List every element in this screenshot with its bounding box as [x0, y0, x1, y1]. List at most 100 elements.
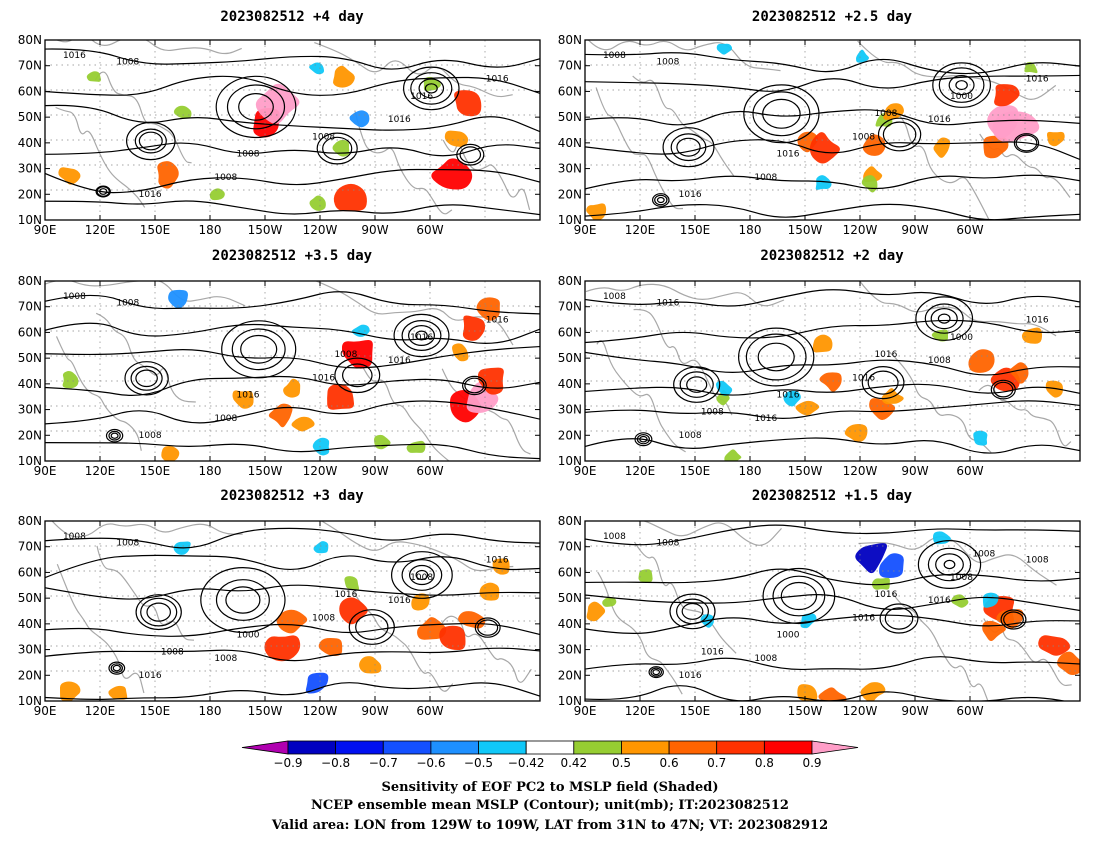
lat-tick-label: 30N	[558, 403, 582, 417]
contour-label: 1016	[679, 671, 702, 681]
pressure-system-contour	[124, 361, 169, 396]
positive-sensitivity-area	[476, 297, 500, 321]
pressure-system-contour	[917, 539, 982, 589]
negative-sensitivity-area	[168, 289, 189, 309]
colorbar-segment	[621, 740, 670, 755]
positive-sensitivity-area	[968, 349, 995, 373]
coastline	[55, 106, 146, 208]
positive-sensitivity-area	[1009, 362, 1029, 384]
isobar-contour	[585, 52, 1080, 75]
isobar-contour	[45, 322, 540, 344]
lat-tick-label: 10N	[558, 694, 582, 708]
contour-label: 1008	[754, 173, 777, 183]
positive-sensitivity-area	[333, 183, 367, 212]
positive-sensitivity-area	[283, 378, 301, 398]
isobar-contour	[585, 351, 1080, 376]
isobar-contour	[585, 437, 1080, 454]
pressure-system-contour	[1000, 609, 1027, 630]
negative-sensitivity-area	[313, 541, 329, 554]
lat-tick-label: 50N	[18, 591, 42, 605]
map-panel: 2023082512 +1.5 day 1008 1016 1008 1008 1016…	[558, 488, 1081, 718]
positive-sensitivity-area	[431, 158, 473, 190]
lat-tick-label: 70N	[18, 540, 42, 554]
lat-tick-label: 10N	[558, 213, 582, 227]
colorbar-segment	[287, 740, 336, 755]
positive-sensitivity-area	[86, 71, 101, 82]
negative-sensitivity-area	[351, 324, 370, 337]
pressure-system-contour	[877, 117, 922, 152]
isobar-contour	[585, 109, 1080, 126]
lon-tick-label: 120E	[625, 223, 656, 237]
contour-label: 1016	[754, 414, 777, 424]
lat-tick-label: 50N	[558, 591, 582, 605]
contour-label: 1008	[214, 654, 237, 664]
pressure-system-contour	[221, 320, 297, 379]
pressure-system-contour	[884, 607, 914, 630]
positive-sensitivity-area	[602, 597, 617, 607]
contour-label: 1008	[63, 292, 86, 302]
lat-tick-label: 10N	[18, 454, 42, 468]
pressure-system-contour	[393, 313, 450, 358]
contour-label: 1008	[603, 532, 626, 542]
lon-tick-label: 180	[739, 223, 762, 237]
isobar-contour	[585, 656, 1080, 671]
lat-tick-label: 40N	[18, 377, 42, 391]
negative-sensitivity-area	[815, 175, 832, 190]
contour-label: 1008	[116, 58, 139, 68]
colorbar-label: −0.7	[369, 756, 398, 770]
isobar-contour	[585, 319, 1080, 344]
map-panel: 2023082512 +2 day 1016 1008 1016 1016 1016 10…	[558, 248, 1081, 478]
pressure-system-contour	[135, 369, 158, 388]
lat-tick-label: 40N	[558, 617, 582, 631]
pressure-system-contour	[669, 593, 716, 630]
lat-tick-label: 20N	[558, 428, 582, 442]
pressure-system-contour	[772, 575, 826, 617]
coastline	[96, 545, 195, 641]
lat-tick-label: 80N	[18, 514, 42, 528]
colorbar-segment	[764, 740, 813, 755]
colorbar-label: −0.8	[321, 756, 350, 770]
pressure-system-contour	[937, 313, 951, 324]
colorbar-label: −0.5	[464, 756, 493, 770]
panel-title: 2023082512 +3.5 day	[212, 248, 373, 264]
map-panel: 2023082512 +2.5 day 1008 1016 1008 1016 1008…	[558, 9, 1081, 237]
pressure-system-contour	[867, 370, 899, 395]
pressure-system-contour	[477, 619, 499, 636]
lon-tick-label: 90W	[361, 223, 388, 237]
contour-label: 1016	[701, 648, 724, 658]
lon-tick-label: 180	[199, 464, 222, 478]
positive-sensitivity-area	[818, 687, 847, 701]
pressure-system-contour	[654, 194, 668, 206]
lon-tick-label: 120W	[843, 223, 878, 237]
pressure-system-contour	[676, 137, 701, 157]
pressure-system-contour	[408, 325, 436, 347]
lon-tick-label: 150W	[248, 223, 283, 237]
pressure-system-contour	[138, 131, 163, 151]
positive-sensitivity-area	[586, 601, 606, 622]
colorbar-high-arrow	[811, 740, 859, 755]
pressure-system-contour	[955, 80, 968, 91]
coastline	[633, 308, 733, 416]
lat-tick-label: 30N	[558, 162, 582, 176]
contour-label: 1016	[852, 613, 875, 623]
isobar-contour	[585, 289, 1080, 307]
pressure-system-contour	[348, 609, 395, 645]
pressure-system-contour	[110, 432, 119, 439]
lat-tick-label: 10N	[18, 694, 42, 708]
pressure-system-contour	[1015, 134, 1038, 152]
isobar-contour	[585, 400, 1080, 419]
contour-label: 1008	[852, 132, 875, 142]
map-frame	[584, 39, 1081, 221]
lon-tick-label: 150E	[680, 704, 711, 718]
negative-sensitivity-area	[783, 390, 801, 407]
positive-sensitivity-area	[951, 594, 969, 608]
pressure-system-contour	[240, 334, 278, 364]
contour-label: 1008	[63, 532, 86, 542]
lon-tick-label: 90E	[34, 223, 57, 237]
contour-label: 1008	[972, 549, 995, 559]
colorbar-segment	[382, 740, 432, 755]
contour-label: 1016	[852, 373, 875, 383]
lon-tick-label: 60W	[956, 223, 983, 237]
isobar-contour	[45, 584, 540, 600]
contour-label: 1016	[334, 590, 357, 600]
